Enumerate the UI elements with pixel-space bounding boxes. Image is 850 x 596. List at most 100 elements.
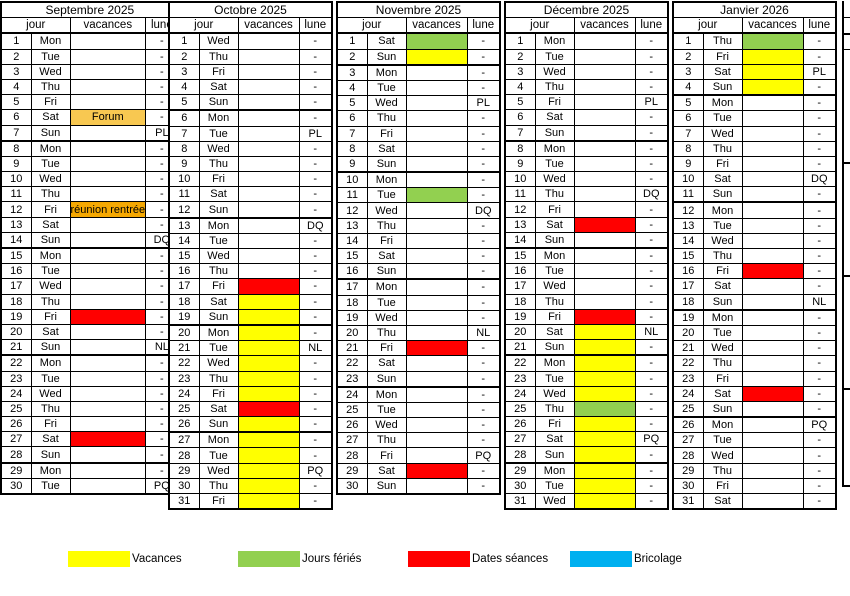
day-name-cell[interactable]: Wed (198, 462, 239, 479)
day-number-cell[interactable]: 23 (168, 370, 200, 387)
vacances-cell[interactable] (237, 171, 300, 188)
lune-cell[interactable]: - (466, 401, 501, 419)
day-name-cell[interactable]: Thu (702, 355, 743, 372)
vacances-cell[interactable] (741, 493, 804, 510)
day-number-cell[interactable]: 29 (672, 462, 704, 479)
day-number-cell[interactable]: 24 (0, 385, 32, 402)
lune-cell[interactable]: - (298, 247, 333, 265)
vacances-cell[interactable] (237, 447, 300, 464)
lune-cell[interactable]: - (802, 370, 837, 387)
lune-cell[interactable]: - (298, 447, 333, 464)
vacances-cell[interactable] (237, 201, 300, 219)
lune-cell[interactable]: - (634, 216, 669, 233)
day-name-cell[interactable]: Sun (30, 231, 71, 249)
day-number-cell[interactable]: 17 (672, 278, 704, 295)
lune-cell[interactable]: - (634, 477, 669, 495)
day-number-cell[interactable]: 8 (0, 140, 32, 157)
day-name-cell[interactable]: Tue (534, 477, 575, 495)
lune-cell[interactable]: - (466, 110, 501, 127)
day-name-cell[interactable]: Wed (30, 171, 71, 188)
day-number-cell[interactable]: 19 (0, 308, 32, 325)
lune-cell[interactable]: - (298, 477, 333, 495)
day-number-cell[interactable]: 13 (672, 217, 704, 234)
lune-cell[interactable]: - (298, 94, 333, 112)
day-number-cell[interactable]: 1 (0, 32, 32, 50)
day-name-cell[interactable]: Tue (366, 401, 407, 419)
day-number-cell[interactable]: 31 (504, 493, 536, 510)
day-name-cell[interactable]: Sun (534, 339, 575, 357)
day-name-cell[interactable]: Tue (534, 155, 575, 173)
day-name-cell[interactable]: Fri (534, 308, 575, 325)
day-number-cell[interactable]: 25 (672, 400, 704, 419)
day-number-cell[interactable]: 23 (336, 370, 368, 388)
day-name-cell[interactable]: Tue (534, 370, 575, 387)
vacances-cell[interactable] (405, 140, 468, 157)
lune-cell[interactable]: - (298, 78, 333, 96)
day-name-cell[interactable]: Wed (366, 309, 407, 326)
day-name-cell[interactable]: Thu (30, 186, 71, 203)
day-number-cell[interactable]: 6 (672, 110, 704, 127)
day-number-cell[interactable]: 17 (168, 278, 200, 295)
lune-cell[interactable]: NL (466, 324, 501, 342)
day-name-cell[interactable]: Fri (534, 416, 575, 433)
lune-cell[interactable]: NL (802, 293, 837, 311)
day-number-cell[interactable]: 17 (504, 278, 536, 295)
day-number-cell[interactable]: 27 (336, 432, 368, 449)
lune-cell[interactable]: - (298, 140, 333, 157)
vacances-cell[interactable] (69, 385, 147, 402)
day-number-cell[interactable]: 11 (672, 186, 704, 204)
vacances-cell[interactable] (237, 48, 300, 65)
day-name-cell[interactable]: Tue (366, 187, 407, 204)
lune-cell[interactable]: - (802, 78, 837, 97)
vacances-cell[interactable] (237, 324, 300, 342)
day-name-cell[interactable]: Wed (366, 202, 407, 219)
day-name-cell[interactable]: Sat (198, 293, 239, 310)
lune-cell[interactable]: - (466, 462, 501, 479)
day-number-cell[interactable]: 25 (504, 400, 536, 418)
day-number-cell[interactable]: 5 (0, 94, 32, 111)
lune-cell[interactable]: - (466, 232, 501, 250)
lune-cell[interactable]: - (466, 355, 501, 372)
day-name-cell[interactable]: Wed (198, 32, 239, 50)
day-number-cell[interactable]: 26 (0, 416, 32, 433)
day-number-cell[interactable]: 4 (168, 78, 200, 96)
day-number-cell[interactable]: 4 (336, 79, 368, 97)
lune-cell[interactable]: - (802, 432, 837, 449)
day-name-cell[interactable]: Sun (30, 124, 71, 142)
day-number-cell[interactable]: 25 (168, 400, 200, 418)
day-name-cell[interactable]: Fri (702, 477, 743, 495)
lune-cell[interactable]: PL (802, 63, 837, 80)
lune-cell[interactable]: - (298, 431, 333, 449)
lune-cell[interactable]: - (802, 355, 837, 372)
day-name-cell[interactable]: Fri (366, 232, 407, 250)
vacances-cell[interactable] (741, 63, 804, 80)
vacances-cell[interactable] (237, 78, 300, 96)
lune-cell[interactable]: - (802, 278, 837, 295)
day-number-cell[interactable]: 27 (672, 432, 704, 449)
day-number-cell[interactable]: 11 (336, 187, 368, 204)
day-number-cell[interactable]: 3 (0, 63, 32, 80)
vacances-cell[interactable] (237, 32, 300, 50)
day-name-cell[interactable]: Sun (198, 94, 239, 112)
vacances-cell[interactable] (405, 247, 468, 265)
day-name-cell[interactable]: Sun (702, 186, 743, 204)
day-number-cell[interactable]: 14 (336, 232, 368, 250)
lune-cell[interactable]: - (634, 78, 669, 96)
vacances-cell[interactable] (69, 400, 147, 418)
vacances-cell[interactable] (573, 140, 636, 157)
vacances-cell[interactable] (405, 155, 468, 174)
vacances-cell[interactable] (741, 232, 804, 250)
day-name-cell[interactable]: Wed (702, 125, 743, 142)
day-number-cell[interactable]: 28 (504, 446, 536, 464)
vacances-cell[interactable] (405, 278, 468, 296)
day-name-cell[interactable]: Sun (366, 477, 407, 495)
day-name-cell[interactable]: Sun (702, 78, 743, 97)
day-name-cell[interactable]: Tue (198, 340, 239, 357)
vacances-cell[interactable] (741, 94, 804, 112)
lune-cell[interactable]: - (802, 400, 837, 419)
day-number-cell[interactable]: 1 (168, 32, 200, 50)
day-name-cell[interactable]: Fri (30, 308, 71, 325)
lune-cell[interactable]: PQ (298, 462, 333, 479)
lune-cell[interactable]: - (466, 187, 501, 204)
day-name-cell[interactable]: Fri (702, 48, 743, 65)
